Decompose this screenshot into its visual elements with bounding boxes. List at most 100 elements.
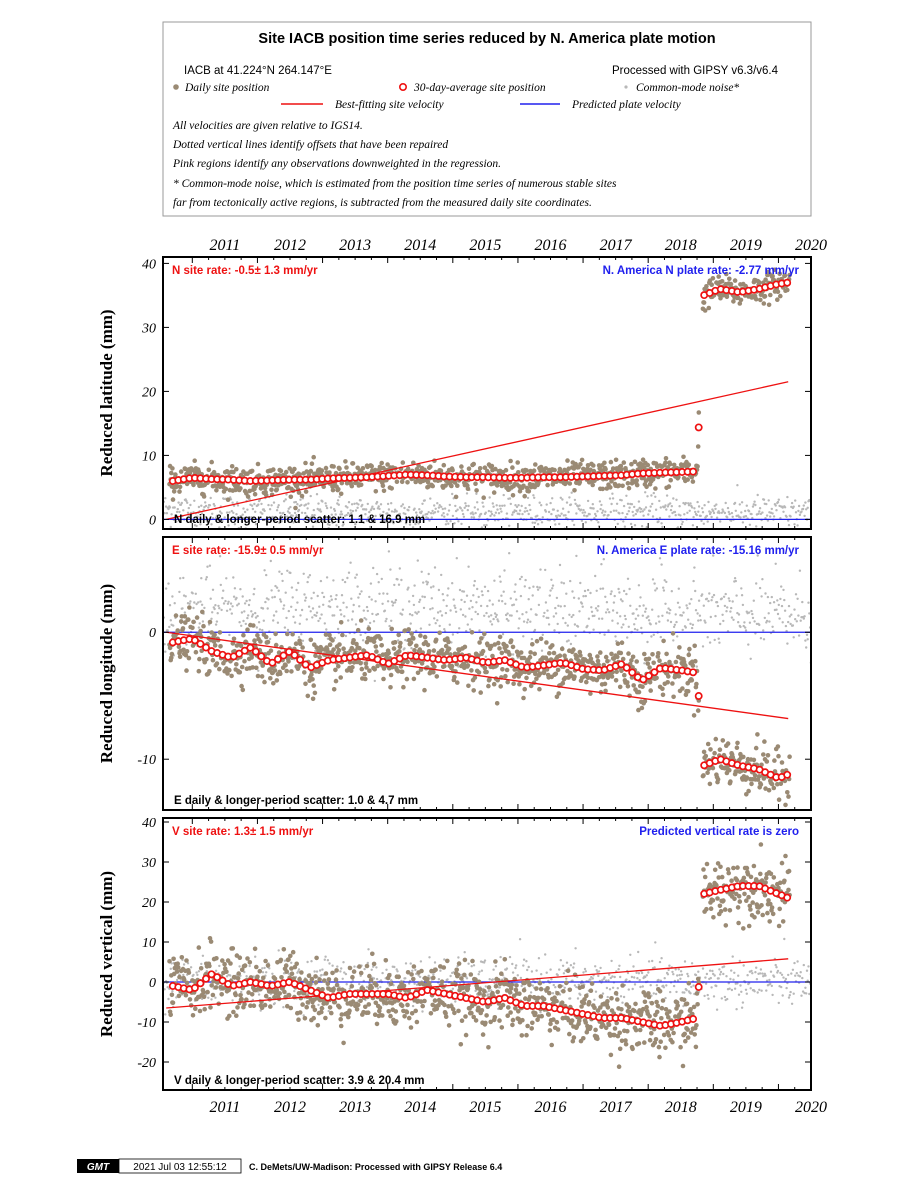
cmn-point: [724, 501, 727, 505]
cmn-point: [340, 594, 344, 597]
cmn-point: [729, 977, 732, 981]
daily-point: [448, 652, 453, 657]
cmn-point: [218, 510, 222, 513]
cmn-point: [522, 958, 526, 961]
cmn-point: [787, 523, 791, 527]
cmn-point: [414, 968, 417, 972]
cmn-point: [673, 623, 677, 626]
cmn-point: [710, 986, 713, 989]
cmn-point: [291, 514, 294, 517]
daily-point: [310, 696, 316, 702]
cmn-point: [644, 491, 647, 494]
cmn-point: [760, 989, 763, 992]
cmn-point: [248, 964, 251, 968]
cmn-point: [764, 974, 767, 977]
daily-point: [648, 688, 653, 693]
cmn-point: [428, 623, 431, 626]
cmn-point: [631, 987, 634, 991]
cmn-point: [211, 588, 215, 591]
cmn-point: [546, 609, 549, 612]
cmn-point: [702, 522, 705, 525]
daily-point: [379, 460, 385, 466]
cmn-point: [437, 978, 441, 981]
cmn-point: [508, 552, 511, 555]
cmn-point: [542, 615, 545, 618]
daily-point: [574, 654, 580, 659]
cmn-point: [329, 506, 333, 509]
cmn-point: [182, 963, 186, 966]
cmn-point: [637, 500, 641, 503]
cmn-point: [480, 969, 484, 972]
cmn-point: [287, 507, 290, 510]
daily-point: [302, 670, 307, 675]
cmn-point: [483, 959, 487, 962]
avg30-point: [268, 658, 277, 667]
daily-point: [746, 788, 751, 794]
cmn-point: [645, 525, 648, 529]
daily-point: [695, 708, 701, 713]
daily-point: [223, 486, 229, 492]
cmn-point: [347, 619, 350, 622]
cmn-point: [651, 578, 655, 581]
cmn-point: [560, 512, 563, 515]
cmn-point: [698, 614, 702, 617]
daily-point: [303, 489, 309, 494]
cmn-point: [594, 990, 598, 993]
cmn-point: [709, 511, 712, 514]
cmn-point: [651, 608, 654, 611]
cmn-point: [439, 969, 442, 972]
cmn-point: [787, 620, 790, 624]
cmn-point: [608, 611, 611, 614]
cmn-point: [230, 612, 233, 615]
cmn-point: [806, 638, 809, 641]
daily-point: [286, 659, 291, 664]
daily-point: [380, 483, 386, 489]
cmn-point: [286, 569, 289, 572]
cmn-point: [293, 511, 297, 515]
daily-point: [651, 660, 656, 666]
cmn-point: [279, 511, 282, 515]
daily-point: [724, 271, 729, 277]
cmn-point: [784, 624, 788, 628]
cmn-point: [622, 589, 626, 593]
cmn-point: [435, 541, 437, 543]
cmn-point: [304, 596, 308, 599]
cmn-point: [635, 608, 638, 611]
cmn-point: [411, 594, 415, 598]
cmn-point: [604, 595, 607, 598]
cmn-point: [778, 617, 781, 620]
daily-point: [636, 707, 641, 713]
cmn-point: [556, 622, 559, 626]
cmn-point: [707, 997, 710, 1000]
daily-point: [671, 694, 676, 700]
cmn-point: [169, 525, 172, 529]
cmn-point: [354, 523, 357, 526]
daily-point: [251, 623, 256, 628]
cmn-point: [306, 960, 309, 964]
cmn-point: [617, 587, 620, 591]
daily-point: [752, 773, 758, 778]
cmn-point: [726, 606, 729, 609]
cmn-point: [763, 616, 766, 620]
daily-point: [340, 632, 345, 638]
cmn-point: [651, 515, 655, 518]
cmn-point: [649, 505, 652, 508]
cmn-point: [494, 965, 498, 968]
cmn-point: [521, 512, 524, 516]
cmn-point: [241, 513, 244, 516]
cmn-point: [300, 503, 303, 507]
cmn-point: [744, 629, 748, 632]
cmn-point: [603, 633, 606, 636]
cmn-point: [493, 579, 496, 582]
cmn-point: [468, 628, 472, 631]
cmn-point: [564, 621, 567, 625]
cmn-point: [610, 502, 613, 506]
cmn-point: [232, 511, 235, 514]
cmn-point: [751, 516, 754, 520]
cmn-point: [398, 512, 401, 516]
daily-point: [625, 684, 631, 689]
cmn-point: [268, 637, 272, 641]
y-tick-label: 20: [142, 385, 156, 400]
cmn-point: [501, 504, 504, 507]
cmn-point: [527, 965, 530, 969]
